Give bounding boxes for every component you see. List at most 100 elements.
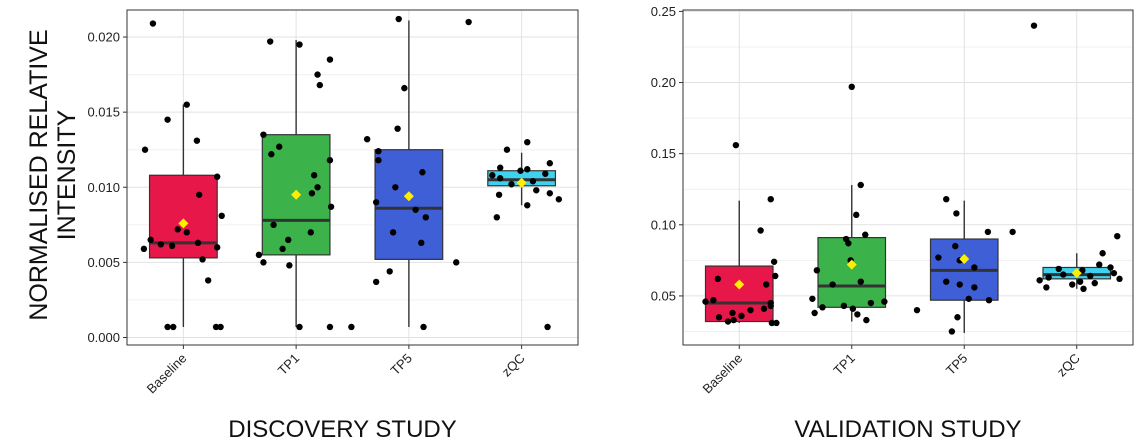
validation-point-baseline-13 bbox=[729, 309, 736, 317]
validation-point-tp5-14 bbox=[913, 306, 921, 314]
validation-point-tp1-7 bbox=[813, 267, 821, 274]
discovery-point-tp5-15 bbox=[386, 268, 393, 275]
validation-point-zqc-2 bbox=[1096, 261, 1103, 268]
validation-point-tp5-2 bbox=[953, 210, 960, 217]
validation-point-tp1-5 bbox=[845, 240, 852, 247]
discovery-y-ticks: 0.000 0.005 0.010 0.015 0.020 bbox=[87, 30, 127, 345]
validation-point-tp5-16 bbox=[948, 328, 956, 335]
discovery-point-tp1-1 bbox=[296, 41, 303, 48]
validation-point-baseline-6 bbox=[763, 281, 770, 288]
validation-point-baseline-10 bbox=[767, 302, 774, 310]
discovery-point-baseline-4 bbox=[141, 146, 149, 153]
validation-point-tp1-0 bbox=[848, 83, 855, 91]
validation-point-baseline-5 bbox=[714, 275, 722, 283]
validation-mean-marker-tp1 bbox=[846, 259, 857, 270]
discovery-point-zqc-0 bbox=[524, 138, 531, 146]
validation-point-tp1-11 bbox=[881, 298, 888, 305]
discovery-point-baseline-14 bbox=[214, 244, 221, 251]
discovery-point-zqc-9 bbox=[529, 178, 537, 185]
discovery-point-baseline-12 bbox=[157, 241, 165, 248]
discovery-point-baseline-16 bbox=[199, 256, 206, 263]
discovery-point-tp1-4 bbox=[316, 81, 324, 89]
validation-point-baseline-8 bbox=[702, 298, 709, 305]
validation-point-baseline-2 bbox=[757, 227, 764, 234]
validation-point-tp5-12 bbox=[965, 295, 972, 302]
discovery-point-tp1-14 bbox=[307, 229, 314, 236]
discovery-point-tp1-11 bbox=[308, 190, 316, 197]
discovery-point-tp1-3 bbox=[314, 71, 321, 78]
discovery-point-tp1-20 bbox=[296, 323, 303, 331]
discovery-point-zqc-11 bbox=[533, 187, 540, 194]
validation-x-axis-label: VALIDATION STUDY bbox=[794, 416, 1021, 443]
y-axis-label-line2: INTENSITY bbox=[53, 109, 81, 240]
discovery-point-tp1-17 bbox=[255, 251, 263, 259]
discovery-point-tp1-9 bbox=[310, 172, 318, 179]
discovery-point-baseline-10 bbox=[147, 236, 154, 244]
validation-point-tp1-9 bbox=[829, 281, 836, 288]
validation-point-zqc-1 bbox=[1099, 250, 1106, 257]
discovery-plot-border bbox=[126, 9, 579, 346]
validation-point-tp1-15 bbox=[849, 305, 857, 312]
discovery-point-tp1-19 bbox=[286, 262, 293, 269]
discovery-point-tp5-4 bbox=[363, 135, 371, 143]
validation-point-tp5-15 bbox=[954, 314, 961, 321]
validation-point-zqc-11 bbox=[1036, 277, 1043, 284]
validation-point-zqc-14 bbox=[1069, 281, 1076, 288]
discovery-point-baseline-18 bbox=[164, 323, 171, 331]
discovery-point-baseline-7 bbox=[218, 212, 225, 220]
validation-point-zqc-16 bbox=[1080, 285, 1087, 293]
validation-point-tp5-1 bbox=[943, 195, 950, 203]
validation-point-baseline-0 bbox=[732, 141, 740, 149]
discovery-y-tick-label-2: 0.010 bbox=[87, 180, 120, 195]
validation-point-tp1-1 bbox=[857, 181, 864, 189]
discovery-point-tp1-6 bbox=[276, 143, 283, 150]
discovery-point-zqc-13 bbox=[495, 191, 503, 198]
validation-point-baseline-19 bbox=[768, 319, 776, 327]
validation-point-baseline-3 bbox=[770, 258, 778, 265]
discovery-point-zqc-17 bbox=[544, 323, 551, 331]
discovery-point-zqc-7 bbox=[489, 172, 496, 179]
discovery-y-tick-label-0: 0.000 bbox=[87, 330, 120, 345]
discovery-point-tp5-11 bbox=[422, 214, 429, 221]
discovery-point-tp1-5 bbox=[260, 131, 267, 138]
validation-boxplot-panel: 0.050.100.150.200.25 Baseline TP1 TP5 zQC V… bbox=[651, 4, 1134, 443]
discovery-point-tp1-10 bbox=[314, 184, 321, 191]
discovery-point-baseline-0 bbox=[149, 20, 157, 27]
validation-point-tp5-9 bbox=[943, 278, 950, 285]
discovery-point-baseline-9 bbox=[183, 229, 190, 236]
discovery-point-baseline-13 bbox=[168, 242, 176, 250]
y-axis-label: NORMALISED RELATIVE INTENSITY bbox=[25, 29, 81, 320]
discovery-point-tp5-9 bbox=[372, 199, 380, 206]
discovery-point-baseline-11 bbox=[194, 239, 202, 247]
validation-point-tp1-14 bbox=[819, 304, 826, 311]
discovery-point-tp1-21 bbox=[326, 323, 334, 331]
validation-point-tp1-3 bbox=[862, 231, 869, 238]
validation-point-tp5-5 bbox=[952, 242, 959, 250]
discovery-point-baseline-21 bbox=[217, 323, 224, 331]
validation-point-tp5-11 bbox=[971, 284, 978, 291]
discovery-point-tp1-7 bbox=[268, 151, 275, 158]
discovery-point-zqc-14 bbox=[555, 196, 563, 203]
discovery-point-tp5-10 bbox=[412, 206, 419, 213]
discovery-point-tp5-18 bbox=[420, 323, 427, 331]
validation-point-tp1-8 bbox=[857, 278, 864, 285]
discovery-point-tp5-17 bbox=[348, 323, 355, 331]
validation-point-tp1-18 bbox=[863, 316, 870, 324]
discovery-point-zqc-5 bbox=[517, 167, 524, 174]
discovery-point-tp1-13 bbox=[270, 221, 277, 229]
discovery-point-tp5-2 bbox=[401, 84, 408, 92]
validation-point-baseline-16 bbox=[730, 316, 737, 324]
validation-mean-marker-tp5 bbox=[959, 253, 970, 264]
validation-point-baseline-17 bbox=[724, 318, 732, 325]
discovery-point-zqc-1 bbox=[503, 146, 511, 153]
discovery-point-zqc-3 bbox=[497, 164, 504, 171]
discovery-mean-marker-tp5 bbox=[403, 191, 414, 202]
validation-point-baseline-12 bbox=[747, 306, 754, 314]
discovery-point-baseline-5 bbox=[214, 173, 221, 180]
validation-point-zqc-13 bbox=[1091, 279, 1098, 287]
discovery-points bbox=[140, 15, 563, 331]
discovery-point-zqc-8 bbox=[497, 175, 504, 182]
y-axis-label-line1: NORMALISED RELATIVE bbox=[25, 29, 53, 320]
validation-point-tp5-6 bbox=[935, 254, 942, 261]
